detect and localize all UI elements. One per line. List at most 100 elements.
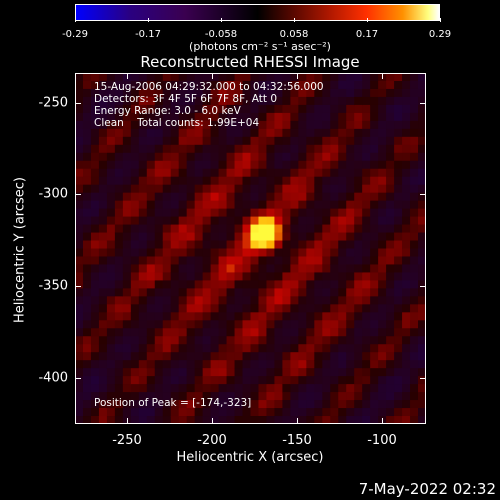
image-pixel <box>338 312 347 321</box>
image-pixel <box>98 73 108 82</box>
image-pixel <box>75 128 84 138</box>
image-pixel <box>122 216 132 226</box>
image-pixel <box>282 184 291 194</box>
image-pixel <box>402 104 411 114</box>
image-pixel <box>226 104 236 114</box>
rhessi-image[interactable] <box>75 73 426 424</box>
image-pixel <box>154 280 164 289</box>
image-pixel <box>378 264 387 274</box>
image-pixel <box>242 280 252 289</box>
image-pixel <box>346 312 355 321</box>
image-pixel <box>138 208 148 218</box>
y-tick-mark <box>75 194 81 195</box>
image-pixel <box>346 240 355 250</box>
image-pixel <box>378 240 387 250</box>
image-pixel <box>122 200 132 210</box>
image-pixel <box>266 304 276 313</box>
image-pixel <box>402 240 411 250</box>
image-pixel <box>130 168 140 178</box>
image-pixel <box>138 400 148 409</box>
image-pixel <box>338 152 347 162</box>
time-range-text: 15-Aug-2006 04:29:32.000 to 04:32:56.000 <box>94 81 324 93</box>
image-pixel <box>138 240 148 250</box>
image-pixel <box>266 160 276 170</box>
image-pixel <box>258 184 268 194</box>
image-pixel <box>314 232 323 242</box>
image-pixel <box>306 200 315 210</box>
image-pixel <box>250 296 260 305</box>
image-pixel <box>330 320 339 329</box>
image-pixel <box>362 184 371 194</box>
image-pixel <box>378 392 387 401</box>
image-pixel <box>170 120 180 130</box>
image-pixel <box>394 240 403 250</box>
image-pixel <box>226 328 236 337</box>
image-pixel <box>202 232 212 242</box>
image-pixel <box>370 144 379 154</box>
image-pixel <box>170 352 180 361</box>
image-pixel <box>290 192 299 202</box>
image-pixel <box>250 224 260 234</box>
image-pixel <box>354 280 363 289</box>
image-pixel <box>250 88 260 98</box>
image-pixel <box>290 184 299 194</box>
image-pixel <box>306 352 315 361</box>
image-pixel <box>338 360 347 369</box>
image-pixel <box>298 88 307 98</box>
image-pixel <box>114 232 124 242</box>
image-pixel <box>282 392 291 401</box>
image-pixel <box>402 176 411 186</box>
image-pixel <box>202 312 212 321</box>
image-pixel <box>170 384 180 393</box>
image-pixel <box>130 120 140 130</box>
image-pixel <box>114 96 124 106</box>
image-pixel <box>410 128 419 138</box>
image-pixel <box>218 264 228 274</box>
image-pixel <box>266 400 276 409</box>
image-pixel <box>138 392 148 401</box>
image-pixel <box>130 104 140 114</box>
image-pixel <box>282 400 291 409</box>
image-pixel <box>250 168 260 178</box>
image-pixel <box>402 160 411 170</box>
image-pixel <box>75 416 84 424</box>
image-pixel <box>138 216 148 226</box>
image-pixel <box>354 416 363 424</box>
image-pixel <box>378 376 387 385</box>
image-pixel <box>314 248 323 258</box>
image-pixel <box>234 136 244 146</box>
image-pixel <box>282 344 291 353</box>
image-pixel <box>218 80 228 90</box>
x-tick-mark <box>127 418 128 424</box>
image-pixel <box>242 168 252 178</box>
image-pixel <box>418 184 426 194</box>
image-pixel <box>202 344 212 353</box>
image-pixel <box>186 112 196 122</box>
image-pixel <box>402 288 411 297</box>
image-pixel <box>394 216 403 226</box>
image-pixel <box>114 240 124 250</box>
image-pixel <box>162 288 172 297</box>
image-pixel <box>402 336 411 345</box>
image-pixel <box>218 144 228 154</box>
image-pixel <box>354 208 363 218</box>
image-pixel <box>146 96 156 106</box>
image-pixel <box>194 416 204 424</box>
image-pixel <box>418 73 426 82</box>
image-pixel <box>226 128 236 138</box>
image-pixel <box>170 232 180 242</box>
image-pixel <box>362 376 371 385</box>
image-pixel <box>354 184 363 194</box>
image-pixel <box>354 304 363 313</box>
image-pixel <box>322 232 331 242</box>
image-pixel <box>346 416 355 424</box>
image-pixel <box>178 312 188 321</box>
image-pixel <box>298 168 307 178</box>
image-pixel <box>322 208 331 218</box>
image-pixel <box>138 88 148 98</box>
image-pixel <box>370 80 379 90</box>
image-pixel <box>234 128 244 138</box>
image-pixel <box>178 264 188 274</box>
image-pixel <box>234 304 244 313</box>
image-pixel <box>162 144 172 154</box>
